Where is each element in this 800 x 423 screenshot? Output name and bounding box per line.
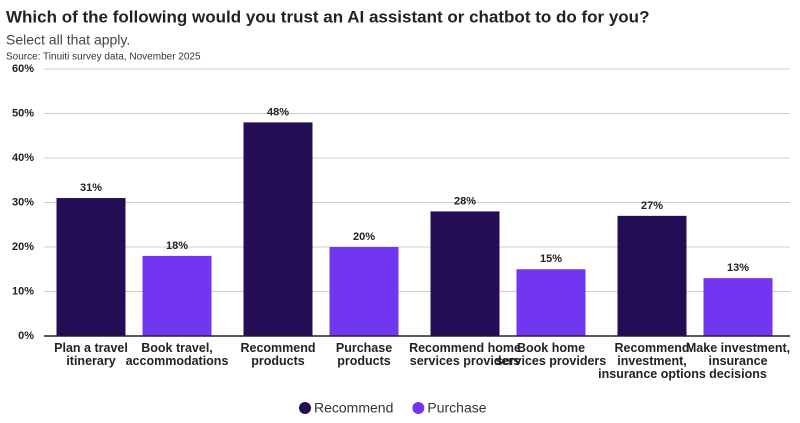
y-tick-label: 50% [12,107,34,119]
chart-subtitle: Select all that apply. [6,32,130,48]
legend-label: Recommend [314,400,393,416]
x-tick-label: Plan a travel itinerary [54,341,128,368]
value-label: 28% [454,195,476,207]
source-note: Source: Tinuiti survey data, November 20… [6,52,201,63]
chart-title: Which of the following would you trust a… [6,7,649,26]
x-tick-label: Book home services providers [495,341,607,368]
value-label: 13% [727,262,749,274]
y-tick-label: 20% [12,241,34,253]
value-label: 18% [166,240,188,252]
value-label: 31% [80,182,102,194]
bar [617,215,687,336]
x-tick-label: Recommend investment, insurance options [598,341,706,381]
y-tick-label: 10% [12,285,34,297]
y-tick-label: 30% [12,196,34,208]
x-tick-label: Recommend home services providers [409,341,521,368]
legend-marker [299,402,311,414]
value-label: 15% [540,253,562,265]
bar [329,247,399,336]
y-tick-label: 0% [18,330,34,342]
value-label: 48% [267,106,289,118]
bar [516,269,586,336]
x-tick-label: Purchase products [335,341,393,368]
bar [142,255,212,336]
y-tick-label: 40% [12,152,34,164]
value-label: 27% [641,200,663,212]
x-tick-label: Book travel, accommodations [125,341,229,368]
value-label: 20% [353,231,375,243]
y-tick-label: 60% [12,63,34,75]
legend-marker [412,402,425,414]
bar [703,278,773,336]
bar [56,198,126,336]
x-tick-label: Make investment, insurance decisions [685,341,791,381]
legend-label: Purchase [427,400,486,416]
x-tick-label: Recommend products [240,341,316,368]
bar [243,122,313,337]
bar [430,211,500,336]
